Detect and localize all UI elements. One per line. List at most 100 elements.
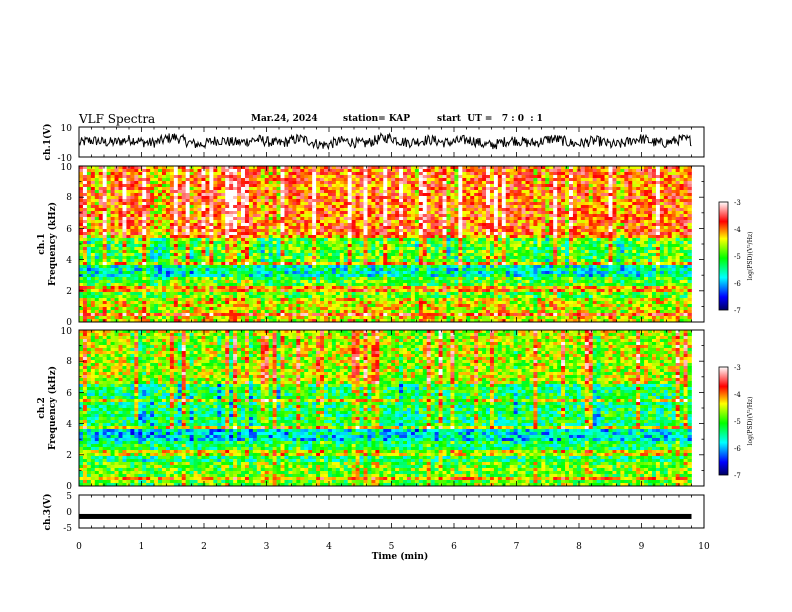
spectrogram-cell	[327, 169, 333, 173]
spectrogram-cell	[316, 226, 321, 230]
spectrogram-cell	[233, 250, 238, 254]
spectrogram-cell	[118, 226, 123, 230]
spectrogram-cell	[403, 211, 408, 215]
spectrogram-cell	[557, 229, 562, 233]
spectrogram-cell	[403, 244, 408, 248]
spectrogram-cell	[584, 211, 590, 215]
spectrogram-cell	[110, 190, 115, 194]
spectrogram-cell	[410, 190, 416, 194]
spectrogram-cell	[260, 235, 266, 239]
spectrogram-cell	[177, 259, 183, 263]
spectrogram-cell	[501, 178, 507, 182]
spectrogram-cell	[667, 238, 673, 242]
spectrogram-cell	[320, 187, 325, 191]
spectrogram-cell	[268, 184, 273, 188]
spectrogram-cell	[545, 202, 550, 206]
spectrogram-cell	[138, 166, 143, 170]
spectrogram-cell	[280, 181, 285, 185]
spectrogram-cell	[233, 199, 238, 203]
spectrogram-cell	[628, 253, 633, 257]
spectrogram-cell	[86, 166, 92, 170]
spectrogram-cell	[331, 247, 337, 251]
spectrogram-cell	[173, 187, 179, 191]
spectrogram-cell	[482, 196, 487, 200]
spectrogram-cell	[331, 172, 337, 176]
spectrogram-cell	[158, 175, 163, 179]
spectrogram-cell	[553, 247, 558, 251]
spectrogram-cell	[565, 259, 570, 263]
spectrogram-cell	[114, 175, 119, 179]
spectrogram-cell	[102, 196, 108, 200]
spectrogram-cell	[620, 196, 625, 200]
spectrogram-cell	[572, 205, 578, 209]
spectrogram-cell	[312, 238, 317, 242]
spectrogram-cell	[458, 178, 463, 182]
spectrogram-cell	[304, 214, 309, 218]
spectrogram-cell	[596, 169, 601, 173]
spectrogram-cell	[241, 199, 246, 203]
spectrogram-cell	[102, 169, 108, 173]
spectrogram-cell	[205, 244, 210, 248]
spectrogram-cell	[482, 220, 487, 224]
spectrogram-cell	[608, 256, 613, 260]
spectrogram-cell	[177, 244, 183, 248]
spectrogram-cell	[525, 235, 530, 239]
spectrogram-cell	[588, 220, 594, 224]
spectrogram-cell	[414, 181, 420, 185]
spectrogram-cell	[225, 211, 230, 215]
spectrogram-cell	[355, 166, 360, 170]
spectrogram-cell	[272, 241, 277, 245]
spectrogram-cell	[651, 196, 657, 200]
spectrogram-cell	[229, 202, 234, 206]
spectrogram-cell	[165, 208, 171, 212]
spectrogram-cell	[418, 238, 424, 242]
spectrogram-cell	[90, 178, 96, 182]
spectrogram-cell	[450, 232, 455, 236]
spectrogram-cell	[248, 223, 254, 227]
spectrogram-cell	[517, 259, 522, 263]
spectrogram-cell	[102, 223, 108, 227]
spectrogram-cell	[533, 202, 538, 206]
spectrogram-cell	[205, 229, 210, 233]
spectrogram-cell	[327, 253, 333, 257]
spectrogram-cell	[173, 247, 179, 251]
spectrogram-cell	[604, 211, 609, 215]
spectrogram-cell	[217, 250, 222, 254]
spectrogram-cell	[138, 208, 143, 212]
spectrogram-cell	[584, 196, 590, 200]
spectrogram-cell	[462, 166, 467, 170]
spectrogram-cell	[324, 247, 329, 251]
spectrogram-cell	[244, 235, 250, 239]
spectrogram-cell	[517, 181, 522, 185]
spectrogram-cell	[486, 220, 491, 224]
spectrogram-cell	[628, 244, 633, 248]
spectrogram-cell	[367, 172, 372, 176]
spectrogram-cell	[683, 205, 688, 209]
spectrogram-cell	[213, 166, 218, 170]
spectrogram-cell	[450, 229, 455, 233]
spectrogram-cell	[632, 244, 637, 248]
spectrogram-cell	[367, 241, 372, 245]
spectrogram-cell	[636, 256, 641, 260]
spectrogram-cell	[434, 181, 439, 185]
spectrogram-cell	[537, 247, 542, 251]
spectrogram-cell	[648, 181, 653, 185]
spectrogram-cell	[667, 250, 673, 254]
spectrogram-cell	[351, 193, 356, 197]
spectrogram-cell	[256, 232, 262, 236]
spectrogram-cell	[592, 217, 598, 221]
spectrogram-cell	[339, 172, 345, 176]
spectrogram-cell	[414, 244, 420, 248]
spectrogram-cell	[201, 202, 206, 206]
spectrogram-cell	[296, 166, 301, 170]
spectrogram-cell	[221, 250, 226, 254]
spectrogram-cell	[636, 238, 641, 242]
spectrogram-cell	[264, 244, 270, 248]
spectrogram-cell	[679, 172, 684, 176]
spectrogram-cell	[355, 244, 360, 248]
spectrogram-cell	[521, 202, 526, 206]
spectrogram-cell	[462, 172, 467, 176]
spectrogram-cell	[161, 229, 167, 233]
spectrogram-cell	[462, 256, 467, 260]
spectrogram-cell	[241, 226, 246, 230]
